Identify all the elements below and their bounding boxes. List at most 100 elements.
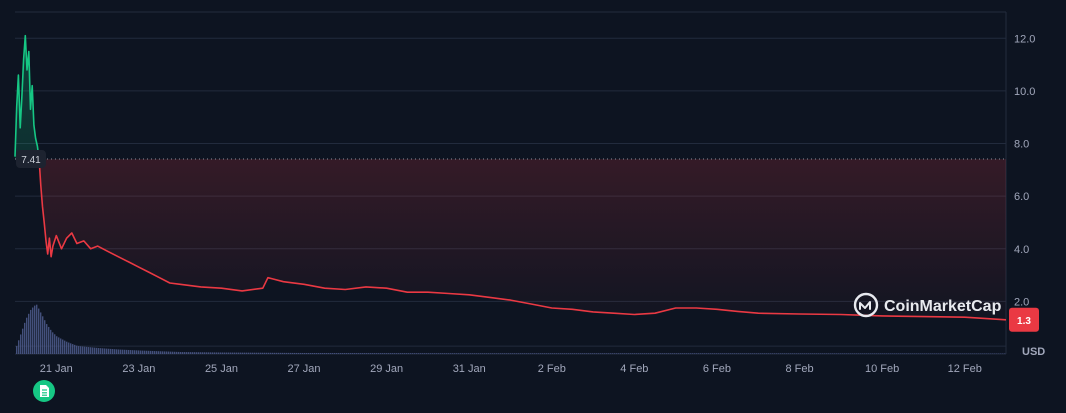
volume-bar — [40, 312, 42, 354]
volume-bar — [824, 353, 826, 354]
volume-bar — [414, 353, 416, 354]
volume-bar — [314, 353, 316, 354]
volume-bar — [352, 353, 354, 354]
volume-bar — [188, 352, 190, 354]
volume-bar — [970, 353, 972, 354]
volume-bar — [62, 339, 64, 354]
volume-bar — [278, 352, 280, 354]
volume-bar — [112, 349, 114, 354]
volume-bar — [734, 353, 736, 354]
volume-bar — [38, 308, 40, 354]
volume-bar — [860, 353, 862, 354]
volume-bar — [962, 353, 964, 354]
volume-bar — [656, 353, 658, 354]
volume-bar — [192, 352, 194, 354]
volume-bar — [368, 353, 370, 354]
volume-bar — [88, 347, 90, 354]
volume-bar — [560, 353, 562, 354]
volume-bar — [144, 350, 146, 354]
volume-bar — [126, 349, 128, 354]
volume-bar — [670, 353, 672, 354]
volume-bar — [360, 353, 362, 354]
volume-bar — [148, 350, 150, 354]
volume-bar — [776, 353, 778, 354]
volume-bar — [478, 353, 480, 354]
volume-bar — [766, 353, 768, 354]
volume-bar — [768, 353, 770, 354]
volume-bar — [306, 353, 308, 354]
x-tick-label: 25 Jan — [205, 363, 238, 375]
volume-bar — [168, 351, 170, 354]
volume-bar — [174, 351, 176, 354]
volume-bar — [432, 353, 434, 354]
volume-bar — [230, 352, 232, 354]
volume-bar — [364, 353, 366, 354]
volume-bar — [228, 352, 230, 354]
x-tick-label: 12 Feb — [948, 363, 982, 375]
volume-bar — [760, 353, 762, 354]
volume-bar — [416, 353, 418, 354]
x-tick-label: 27 Jan — [288, 363, 321, 375]
volume-bar — [322, 353, 324, 354]
volume-bar — [138, 350, 140, 354]
volume-bar — [974, 353, 976, 354]
volume-bar — [784, 353, 786, 354]
volume-bar — [530, 353, 532, 354]
volume-bar — [772, 353, 774, 354]
area-above-baseline — [15, 35, 40, 160]
volume-bar — [508, 353, 510, 354]
volume-bar — [68, 342, 70, 354]
volume-bar — [310, 353, 312, 354]
volume-bar — [244, 352, 246, 354]
volume-bar — [778, 353, 780, 354]
volume-bar — [658, 353, 660, 354]
volume-bar — [834, 353, 836, 354]
volume-bar — [534, 353, 536, 354]
volume-bar — [884, 353, 886, 354]
volume-bar — [942, 353, 944, 354]
volume-bar — [700, 353, 702, 354]
volume-bar — [614, 353, 616, 354]
volume-bar — [532, 353, 534, 354]
volume-bar — [248, 352, 250, 354]
volume-bar — [550, 353, 552, 354]
volume-bar — [844, 353, 846, 354]
volume-bar — [200, 352, 202, 354]
last-price-label: 1.3 — [1017, 316, 1031, 327]
volume-bar — [742, 353, 744, 354]
volume-bar — [30, 309, 32, 354]
y-tick-label: 4.0 — [1014, 244, 1029, 256]
volume-bar — [92, 347, 94, 354]
volume-bar — [718, 353, 720, 354]
volume-bar — [84, 346, 86, 354]
volume-bar — [400, 353, 402, 354]
volume-bar — [194, 352, 196, 354]
volume-bar — [908, 353, 910, 354]
volume-bar — [552, 353, 554, 354]
volume-bar — [576, 353, 578, 354]
volume-bar — [736, 353, 738, 354]
volume-bar — [286, 352, 288, 354]
volume-bar — [506, 353, 508, 354]
volume-bar — [456, 353, 458, 354]
volume-bar — [442, 353, 444, 354]
volume-bar — [800, 353, 802, 354]
volume-bar — [374, 353, 376, 354]
volume-bar — [150, 350, 152, 354]
volume-bar — [662, 353, 664, 354]
volume-bar — [308, 353, 310, 354]
volume-bar — [950, 353, 952, 354]
volume-bar — [526, 353, 528, 354]
volume-bar — [446, 353, 448, 354]
volume-bar — [72, 344, 74, 354]
volume-bar — [428, 353, 430, 354]
volume-bar — [628, 353, 630, 354]
volume-bar — [122, 349, 124, 354]
volume-bar — [578, 353, 580, 354]
volume-bar — [752, 353, 754, 354]
event-marker[interactable] — [33, 380, 55, 402]
volume-bar — [408, 353, 410, 354]
volume-bar — [128, 349, 130, 354]
volume-bar — [312, 353, 314, 354]
volume-bar — [426, 353, 428, 354]
